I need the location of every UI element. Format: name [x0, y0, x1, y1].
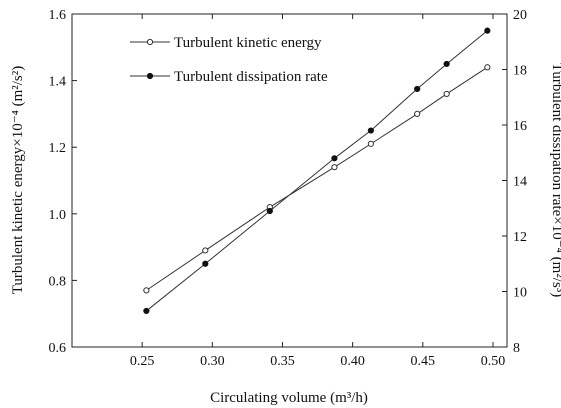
legend-label-dissipation-rate: Turbulent dissipation rate	[174, 69, 328, 85]
x-tick-label: 0.25	[130, 354, 155, 369]
series-line-0	[146, 66, 488, 291]
right-y-tick-label: 12	[513, 230, 527, 245]
right-y-tick-label: 18	[513, 64, 527, 79]
data-point-series-1	[331, 155, 338, 162]
data-point-series-1	[484, 27, 491, 34]
x-tick-label: 0.50	[481, 354, 506, 369]
right-y-tick-label: 14	[513, 175, 527, 190]
right-y-tick-label: 8	[513, 341, 520, 356]
x-axis: 0.25 0.30 0.35 0.40 0.45 0.50	[130, 14, 505, 369]
legend: Turbulent kinetic energy Turbulent dissi…	[130, 35, 328, 85]
data-point-series-0	[143, 287, 150, 294]
data-point-series-0	[414, 110, 421, 118]
left-y-tick-label: 1.6	[49, 8, 67, 23]
x-tick-label: 0.45	[411, 354, 436, 369]
legend-label-kinetic-energy: Turbulent kinetic energy	[174, 35, 322, 51]
data-point-series-1	[367, 127, 374, 134]
legend-marker-kinetic-energy	[146, 38, 154, 46]
x-tick-label: 0.30	[200, 354, 225, 369]
data-point-series-1	[266, 207, 273, 215]
right-y-axis: 8 10 12 14 16 18 20	[502, 8, 527, 356]
right-y-tick-label: 20	[513, 8, 527, 23]
data-point-series-1	[143, 307, 150, 315]
plot-frame	[71, 13, 508, 348]
left-y-axis-title: Turbulent kinetic energy×10⁻⁴ (m²/s²)	[10, 66, 26, 295]
left-y-tick-label: 1.4	[49, 75, 67, 90]
x-tick-label: 0.35	[270, 354, 295, 369]
left-y-tick-label: 1.2	[49, 141, 67, 156]
x-tick-label: 0.40	[340, 354, 365, 369]
series-layer	[143, 27, 491, 315]
data-point-series-1	[414, 85, 421, 93]
data-point-series-0	[484, 64, 491, 71]
legend-marker-dissipation-rate	[146, 72, 154, 80]
series-line-1	[146, 30, 488, 312]
right-y-axis-title: Turbulent dissipation rate×10⁻⁴ (m²/s³)	[549, 63, 561, 298]
data-point-series-1	[202, 260, 209, 267]
data-point-series-0	[443, 90, 450, 98]
data-point-series-0	[331, 164, 338, 171]
right-y-tick-label: 10	[513, 286, 527, 301]
left-y-tick-label: 1.0	[49, 208, 67, 223]
right-y-tick-label: 16	[513, 119, 527, 134]
x-axis-title: Circulating volume (m³/h)	[210, 390, 368, 406]
data-point-series-1	[443, 60, 450, 68]
left-y-tick-label: 0.6	[49, 341, 67, 356]
data-point-series-0	[367, 140, 374, 147]
data-point-series-0	[202, 247, 209, 254]
left-y-axis: 0.6 0.8 1.0 1.2 1.4 1.6	[49, 8, 77, 356]
left-y-tick-label: 0.8	[49, 274, 67, 289]
